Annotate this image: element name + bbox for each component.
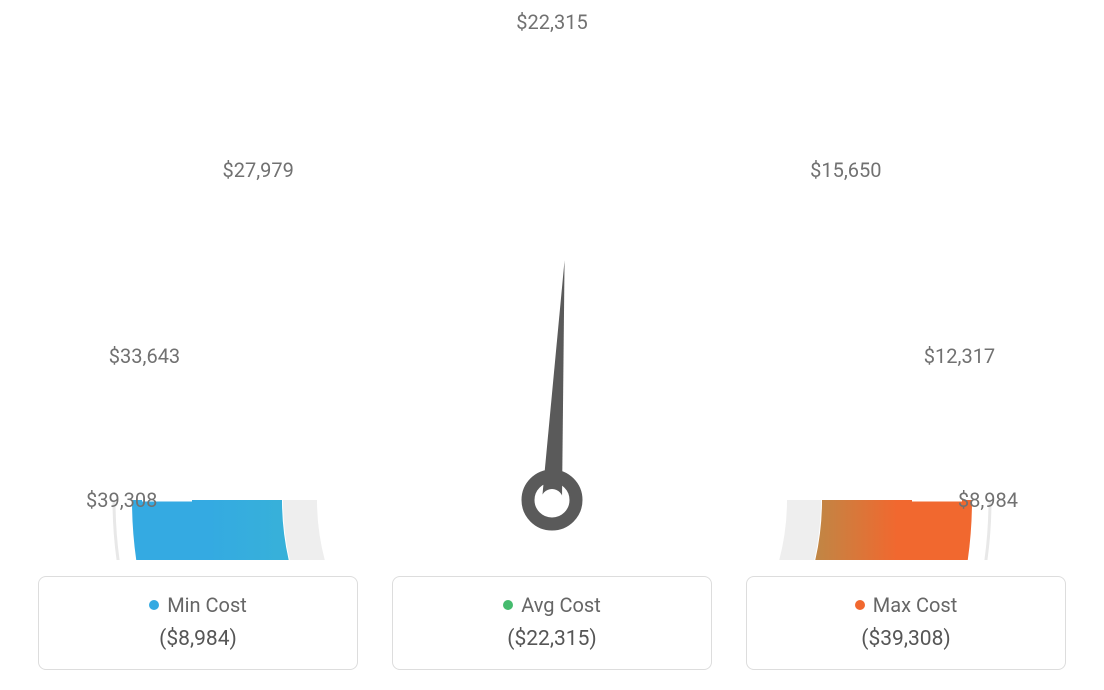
gauge-svg (0, 0, 1104, 560)
gauge-tick-label: $39,308 (86, 488, 157, 512)
legend-title-label: Max Cost (873, 593, 958, 617)
legend-title-min: Min Cost (49, 593, 347, 617)
gauge-tick-label: $27,979 (222, 158, 293, 182)
legend-title-avg: Avg Cost (403, 593, 701, 617)
legend-dot-max (855, 600, 865, 610)
legend-title-label: Min Cost (167, 593, 247, 617)
gauge-tick-label: $15,650 (810, 158, 881, 182)
legend-dot-avg (503, 600, 513, 610)
gauge-tick-label: $8,984 (958, 488, 1018, 512)
legend-value-max: ($39,308) (757, 627, 1055, 651)
legend-title-label: Avg Cost (521, 593, 601, 617)
legend-value-min: ($8,984) (49, 627, 347, 651)
gauge-tick-label: $12,317 (924, 344, 995, 368)
gauge-tick-label: $33,643 (109, 344, 180, 368)
legend-row: Min Cost ($8,984) Avg Cost ($22,315) Max… (0, 576, 1104, 670)
legend-title-max: Max Cost (757, 593, 1055, 617)
legend-card-max: Max Cost ($39,308) (746, 576, 1066, 670)
gauge-tick-label: $22,315 (516, 10, 587, 34)
legend-value-avg: ($22,315) (403, 627, 701, 651)
legend-card-avg: Avg Cost ($22,315) (392, 576, 712, 670)
gauge-chart-container: $8,984 $12,317 $15,650 $22,315 $27,979 $33,64… (0, 0, 1104, 690)
legend-card-min: Min Cost ($8,984) (38, 576, 358, 670)
legend-dot-min (149, 600, 159, 610)
gauge-area: $8,984 $12,317 $15,650 $22,315 $27,979 $33,64… (0, 0, 1104, 560)
